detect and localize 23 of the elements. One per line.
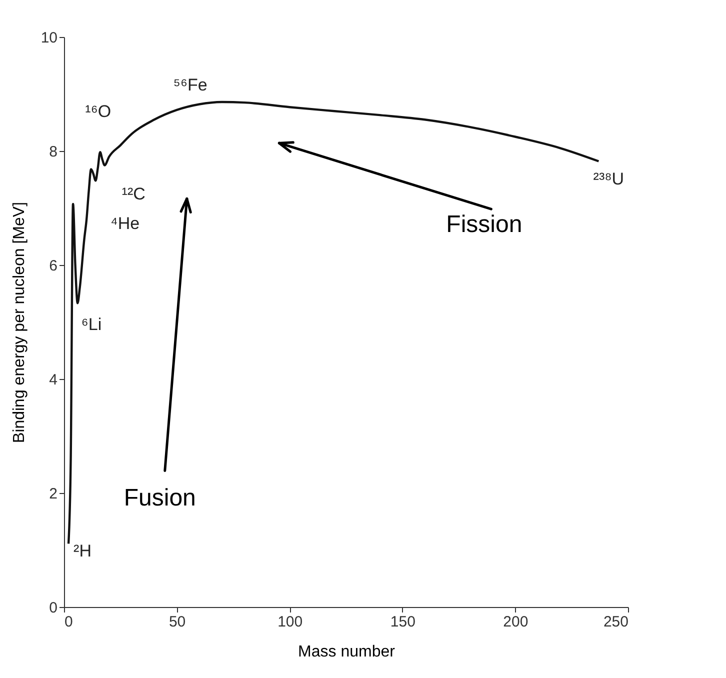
y-axis-title: Binding energy per nucleon [MeV] <box>10 202 28 444</box>
x-tick-label: 200 <box>503 614 528 630</box>
y-tick-label: 2 <box>49 486 58 502</box>
annotation: ²³⁸U <box>593 169 624 188</box>
x-tick-label: 100 <box>278 614 303 630</box>
x-tick-label: 150 <box>390 614 416 630</box>
annotation: ¹⁶O <box>85 102 112 122</box>
annotation: Fusion <box>124 484 196 512</box>
y-tick-label: 0 <box>49 600 58 616</box>
annotation: ²H <box>74 542 92 561</box>
annotation: ⁵⁶Fe <box>173 75 208 94</box>
y-tick-label: 10 <box>40 30 58 46</box>
annotation: Fission <box>446 211 522 238</box>
annotation: ⁴He <box>110 214 140 234</box>
x-tick-label: 0 <box>64 614 73 630</box>
x-axis-title: Mass number <box>298 644 396 660</box>
x-tick-label: 50 <box>168 614 186 630</box>
y-tick-label: 6 <box>49 258 58 274</box>
x-tick-label: 250 <box>603 614 628 630</box>
y-tick-label: 4 <box>49 372 58 388</box>
annotation: ¹²C <box>122 184 146 204</box>
y-tick-label: 8 <box>49 144 58 160</box>
annotation: ⁶Li <box>81 315 102 334</box>
